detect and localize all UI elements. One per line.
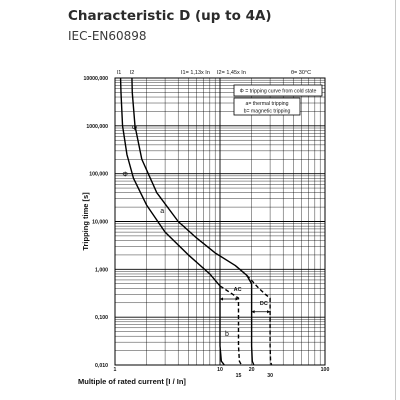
axis-ticks: 10000,000 1000,000 100,000 10,000 1,000 0,100… — [83, 76, 329, 379]
chart-series — [119, 77, 273, 366]
x-axis-label: Multiple of rated current [I / In] — [78, 377, 186, 386]
y-tick-label: 0,100 — [95, 315, 108, 321]
temperature-parameter: θ= 30°C — [291, 70, 311, 76]
series-tolerance-dashed — [219, 285, 243, 366]
i1-marker-label: I1 — [117, 70, 122, 76]
plot-frame — [114, 77, 326, 366]
page-title: Characteristic D (up to 4A) — [68, 8, 272, 24]
i2-parameter: I2= 1,45x In — [217, 70, 246, 76]
legend-box-tripping — [233, 97, 301, 116]
y-tick-label: 10000,000 — [83, 76, 108, 82]
arrow-head-left — [251, 310, 255, 314]
x-tick-label: 10 — [217, 367, 223, 373]
y-tick-label: 1000,000 — [86, 124, 108, 130]
page-divider — [395, 0, 396, 400]
arrow-head-right — [235, 297, 239, 301]
x-tick-label: 1 — [114, 367, 117, 373]
x-tick-label: 20 — [249, 367, 255, 373]
legend-entry-magnetic: b= magnetic tripping — [244, 109, 291, 115]
legend-box-cold — [233, 84, 323, 97]
arrow-head-left — [220, 297, 223, 301]
ac-dc-arrows — [220, 297, 271, 314]
x-tick-label: 15 — [236, 373, 242, 379]
y-axis-label: Tripping time [s] — [81, 192, 90, 251]
y-tick-label: 1,000 — [95, 267, 108, 273]
series-tripping-curve — [131, 77, 255, 366]
phi-label-lower: Φ — [122, 172, 128, 179]
legend-entry-cold-state: Φ = tripping curve from cold state — [240, 89, 317, 95]
i1-parameter: I1= 1,13x In — [181, 70, 210, 76]
i2-marker-label: I2 — [130, 70, 135, 76]
y-tick-label: 0,010 — [95, 363, 108, 369]
thermal-curve-label: a — [160, 208, 164, 215]
y-tick-label: 10,000 — [92, 220, 108, 226]
legend-entry-thermal: a= thermal tripping — [245, 101, 288, 107]
page-subtitle: IEC-EN60898 — [68, 29, 147, 43]
arrow-head-right — [267, 310, 271, 314]
ac-band-label: AC — [234, 287, 242, 293]
dc-band-label: DC — [260, 301, 268, 307]
x-tick-label: 30 — [267, 373, 273, 379]
phi-label-upper: Φ — [132, 125, 138, 132]
series-tolerance-dashed — [246, 274, 273, 366]
y-tick-label: 100,000 — [89, 172, 108, 178]
x-tick-label: 100 — [321, 367, 330, 373]
series-tripping-curve — [119, 77, 225, 366]
magnetic-region-label: b — [225, 331, 229, 338]
